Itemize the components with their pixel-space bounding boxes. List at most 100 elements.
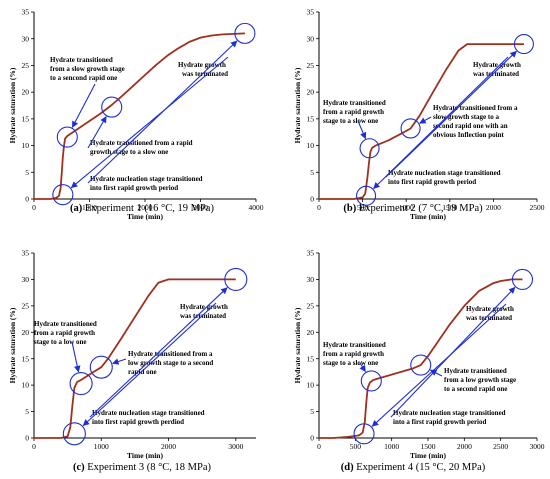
panel-d-marker-circle	[360, 370, 382, 392]
panel-b-y-tick-label: 35	[307, 8, 315, 17]
panel-a-annotation-3: Hydrate transitioned from a rapid growth …	[90, 139, 193, 156]
panel-c-annotation-arrow	[112, 358, 127, 365]
panel-d-annotation-3: Hydrate transitioned from a low growth st…	[444, 367, 516, 393]
panel-a-annotation-2: Hydrate transitioned from a slow growth s…	[50, 56, 125, 82]
panel-a-saturation-line	[34, 32, 245, 200]
panel-a-x-tick-label: 0	[32, 203, 36, 212]
panel-d-y-tick-label: 15	[307, 354, 315, 363]
panel-c-x-tick-label: 2000	[161, 442, 176, 451]
panel-b-x-tick-label: 500	[357, 203, 369, 212]
panel-d-annotation-arrow	[371, 303, 507, 427]
panel-d-x-tick-label: 1000	[384, 442, 399, 451]
panel-b-annotation-4: Hydrate nucleation stage transitioned int…	[388, 169, 501, 186]
panel-c-saturation-line	[34, 278, 236, 439]
panel-a-y-tick-label: 0	[25, 195, 29, 204]
panel-a-caption-text: Experiment 1 (16 °C, 19 MPa)	[85, 203, 215, 214]
panel-a-annotation-arrow	[71, 83, 96, 128]
panel-b-x-tick-label: 1000	[399, 203, 414, 212]
panel-b-annotation-arrow	[373, 56, 509, 189]
panel-a-x-tick-label: 4000	[249, 203, 264, 212]
panel-d-x-tick-label: 0	[317, 442, 321, 451]
panel-d-marker-circle	[353, 423, 375, 445]
panel-b-x-tick-label: 0	[317, 203, 321, 212]
panel-a-x-tick-label: 3000	[193, 203, 208, 212]
panel-b-x-tick-label: 1500	[442, 203, 457, 212]
panel-b-x-tick-label: 2000	[486, 203, 501, 212]
panel-b-marker-circle	[356, 185, 377, 206]
panel-c-x-tick-label: 1000	[94, 442, 109, 451]
panel-c-marker-circle	[89, 355, 113, 379]
panel-b-y-tick-label: 10	[307, 141, 315, 150]
panel-b-x-tick-label: 2500	[530, 203, 545, 212]
panel-d-y-tick-label: 35	[307, 249, 315, 258]
panel-a-marker-circle	[101, 96, 123, 118]
panel-a-marker-circle	[234, 22, 256, 44]
panel-d-annotation-4: Hydrate nucleation stage transitioned int…	[393, 409, 506, 426]
panel-a-annotation-4: Hydrate nucleation stage transitioned int…	[90, 175, 203, 192]
panel-a-y-tick-label: 25	[22, 61, 30, 70]
panel-a: (a) Experiment 1 (16 °C, 19 MPa) Hydrate…	[8, 8, 264, 221]
panel-c-annotation-4: Hydrate nucleation stage transitioned int…	[92, 409, 205, 426]
panel-b-caption-letter: (b)	[343, 203, 356, 214]
panel-c-y-tick-label: 30	[22, 275, 30, 284]
panel-b-annotation-3: Hydrate transitioned from a slow growth s…	[433, 104, 518, 139]
panel-d-saturation-line	[319, 278, 523, 439]
panel-c-x-axis-label: Time (min)	[127, 451, 163, 460]
panel-d-annotation-arrow	[359, 362, 366, 373]
panel-d-y-axis-label: Hydrate saturation (%)	[293, 307, 302, 383]
panel-c-annotation-1: Hydrate growth was terminated	[180, 303, 228, 320]
panel-a-caption-letter: (a)	[70, 203, 83, 214]
panel-b-marker-circle	[359, 138, 380, 159]
panel-a-y-tick-label: 10	[22, 141, 30, 150]
panel-d-annotation-arrow	[390, 286, 516, 418]
panel-b-marker-circle	[513, 34, 534, 55]
panel-d-y-tick-label: 30	[307, 275, 315, 284]
panel-d-caption-letter: (d)	[341, 462, 354, 473]
panel-a-y-tick-label: 30	[22, 34, 30, 43]
panel-d-y-tick-label: 20	[307, 328, 315, 337]
panel-b-x-axis-label: Time (min)	[410, 212, 446, 221]
panel-c-annotation-3: Hydrate transitioned from a low growth st…	[128, 350, 213, 376]
panel-a-y-tick-label: 5	[25, 168, 29, 177]
panel-c-caption-text: Experiment 3 (8 °C, 18 MPa)	[87, 462, 211, 473]
panel-b-y-tick-label: 0	[310, 195, 314, 204]
panel-b-caption: (b) Experiment 2 (7 °C, 19 MPa)	[343, 203, 483, 214]
panel-c-y-tick-label: 5	[25, 407, 29, 416]
panel-d-caption: (d) Experiment 4 (15 °C, 20 MPa)	[341, 462, 486, 473]
panel-a-caption: (a) Experiment 1 (16 °C, 19 MPa)	[70, 203, 214, 214]
panel-b: (b) Experiment 2 (7 °C, 19 MPa) Hydrate …	[293, 8, 545, 221]
panel-c-y-tick-label: 35	[22, 249, 30, 258]
panel-b-y-axis-label: Hydrate saturation (%)	[293, 67, 302, 143]
panel-d-y-tick-label: 5	[310, 407, 314, 416]
panel-a-marker-circle	[52, 184, 74, 206]
panel-c-annotation-arrow	[89, 287, 228, 418]
panel-a-annotation-1: Hydrate growth was terminated	[178, 61, 228, 78]
panel-b-y-tick-label: 5	[310, 168, 314, 177]
panel-d-caption-text: Experiment 4 (15 °C, 20 MPa)	[356, 462, 486, 473]
panel-c-caption-letter: (c)	[73, 462, 85, 473]
panel-d-annotation-arrow	[429, 369, 443, 377]
panel-a-y-axis-label: Hydrate saturation (%)	[8, 67, 17, 143]
panel-c: (c) Experiment 3 (8 °C, 18 MPa) Hydrate …	[8, 249, 256, 473]
panel-d-y-tick-label: 10	[307, 381, 315, 390]
panel-b-marker-circle	[400, 118, 421, 139]
panel-c-annotation-arrow	[71, 341, 81, 373]
panel-a-x-tick-label: 2000	[138, 203, 153, 212]
panel-c-marker-circle	[69, 372, 93, 396]
panel-c-y-tick-label: 10	[22, 381, 30, 390]
panel-a-marker-circle	[56, 126, 78, 148]
panel-c-y-tick-label: 20	[22, 328, 30, 337]
panel-a-annotation-arrow	[70, 56, 229, 189]
panel-a-annotation-arrow	[87, 40, 238, 184]
panel-a-annotation-arrow	[87, 116, 107, 149]
panel-a-y-tick-label: 35	[22, 8, 30, 17]
panel-d-x-axis-label: Time (min)	[410, 451, 446, 460]
panel-c-y-tick-label: 25	[22, 301, 30, 310]
panel-d-marker-circle	[410, 354, 432, 376]
panel-c-y-tick-label: 15	[22, 354, 30, 363]
panel-d-x-tick-label: 500	[350, 442, 362, 451]
panel-b-annotation-arrow	[357, 120, 367, 140]
panel-c-marker-circle	[62, 422, 86, 446]
panel-d-annotation-1: Hydrate growth was terminated	[466, 305, 514, 322]
